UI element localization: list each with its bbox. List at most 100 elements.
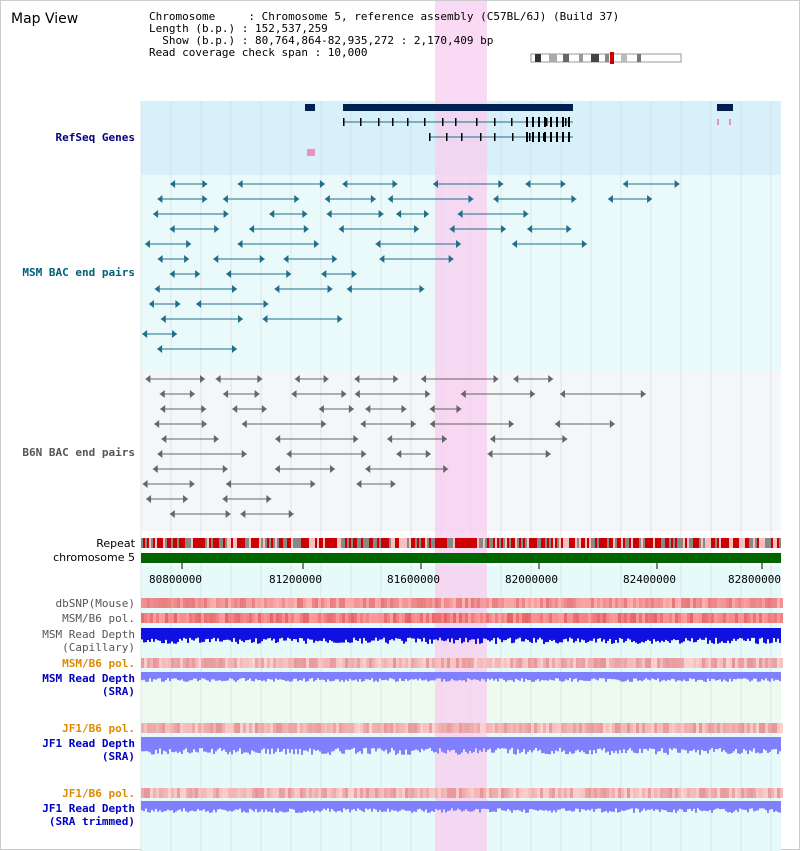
- depth-bar: [313, 672, 315, 682]
- heat-cell: [417, 613, 420, 623]
- depth-bar: [435, 628, 437, 640]
- heat-cell: [606, 598, 609, 608]
- depth-bar: [709, 737, 711, 750]
- depth-bar: [685, 672, 687, 682]
- heatmap-tracks[interactable]: [141, 598, 783, 798]
- heat-cell: [720, 613, 723, 623]
- heat-cell: [258, 598, 261, 608]
- depth-bar: [265, 672, 267, 682]
- axis-tick-label: 80800000: [149, 573, 202, 586]
- depth-bar: [577, 801, 579, 809]
- depth-bar: [761, 737, 763, 753]
- depth-bar: [443, 628, 445, 642]
- depth-bar: [255, 737, 257, 753]
- depth-bar: [579, 737, 581, 753]
- heat-cell: [537, 723, 540, 733]
- depth-bar: [341, 628, 343, 643]
- msm-end: [396, 210, 402, 218]
- depth-bar: [499, 737, 501, 749]
- heat-cell: [243, 723, 246, 733]
- heat-cell: [192, 723, 195, 733]
- depth-bar: [359, 801, 361, 810]
- depth-bar: [149, 672, 151, 679]
- depth-bar: [769, 801, 771, 810]
- depth-bar: [667, 672, 669, 680]
- heat-cell: [774, 613, 777, 623]
- refseq-features[interactable]: [305, 104, 733, 156]
- heat-cell: [528, 788, 531, 798]
- repeat-mark: [295, 538, 297, 548]
- depth-bar: [603, 737, 605, 749]
- heat-cell: [276, 613, 279, 623]
- depth-bar: [417, 737, 419, 751]
- heat-cell: [753, 613, 756, 623]
- heat-cell: [618, 788, 621, 798]
- heat-cell: [633, 598, 636, 608]
- depth-bar: [455, 628, 457, 640]
- heat-cell: [441, 658, 444, 668]
- depth-bar: [423, 672, 425, 681]
- heat-cell: [618, 723, 621, 733]
- heat-cell: [525, 788, 528, 798]
- depth-bar: [237, 737, 239, 752]
- highlight-region[interactable]: [435, 1, 487, 851]
- depth-bar: [555, 737, 557, 751]
- heat-cell: [732, 598, 735, 608]
- depth-bar: [277, 628, 279, 643]
- depth-bar: [469, 628, 471, 641]
- repeat-mark: [657, 538, 659, 548]
- msm-end: [351, 270, 357, 278]
- heat-cell: [447, 788, 450, 798]
- depth-tracks[interactable]: [141, 628, 781, 813]
- heat-cell: [432, 613, 435, 623]
- depth-bar: [241, 737, 243, 755]
- heat-cell: [168, 613, 171, 623]
- repeat-mark: [777, 538, 779, 548]
- repeat-mark: [729, 538, 731, 548]
- heat-cell: [582, 788, 585, 798]
- depth-bar: [679, 737, 681, 753]
- heat-cell: [693, 723, 696, 733]
- heat-cell: [747, 723, 750, 733]
- heat-cell: [513, 598, 516, 608]
- msm-end: [607, 195, 613, 203]
- depth-bar: [779, 628, 781, 643]
- depth-bar: [647, 672, 649, 680]
- depth-bar: [373, 628, 375, 641]
- depth-bar: [185, 801, 187, 812]
- heat-cell: [144, 788, 147, 798]
- depth-bar: [423, 737, 425, 751]
- depth-bar: [321, 628, 323, 642]
- heat-cell: [687, 598, 690, 608]
- msm-end: [154, 285, 160, 293]
- heat-cell: [708, 598, 711, 608]
- heat-cell: [609, 613, 612, 623]
- heat-cell: [492, 723, 495, 733]
- repeat-track[interactable]: [141, 538, 781, 548]
- depth-bar: [397, 737, 399, 754]
- heat-cell: [309, 658, 312, 668]
- chromosome-bar[interactable]: [141, 553, 781, 563]
- depth-bar: [569, 801, 571, 811]
- heat-cell: [507, 723, 510, 733]
- depth-bar: [439, 628, 441, 638]
- msm-bac-features[interactable]: [142, 180, 680, 353]
- heat-cell: [381, 723, 384, 733]
- heat-cell: [429, 598, 432, 608]
- b6n-end: [261, 405, 267, 413]
- heat-cell: [699, 658, 702, 668]
- depth-bar: [321, 737, 323, 754]
- heat-cell: [780, 613, 783, 623]
- heat-cell: [630, 658, 633, 668]
- heat-cell: [471, 598, 474, 608]
- heat-cell: [273, 613, 276, 623]
- exon: [562, 132, 564, 142]
- heat-cell: [663, 598, 666, 608]
- b6n-end: [460, 390, 466, 398]
- heat-cell: [285, 613, 288, 623]
- chromosome-ideogram[interactable]: [530, 52, 682, 64]
- heat-cell: [534, 723, 537, 733]
- b6n-bac-features[interactable]: [142, 375, 646, 518]
- heat-cell: [438, 658, 441, 668]
